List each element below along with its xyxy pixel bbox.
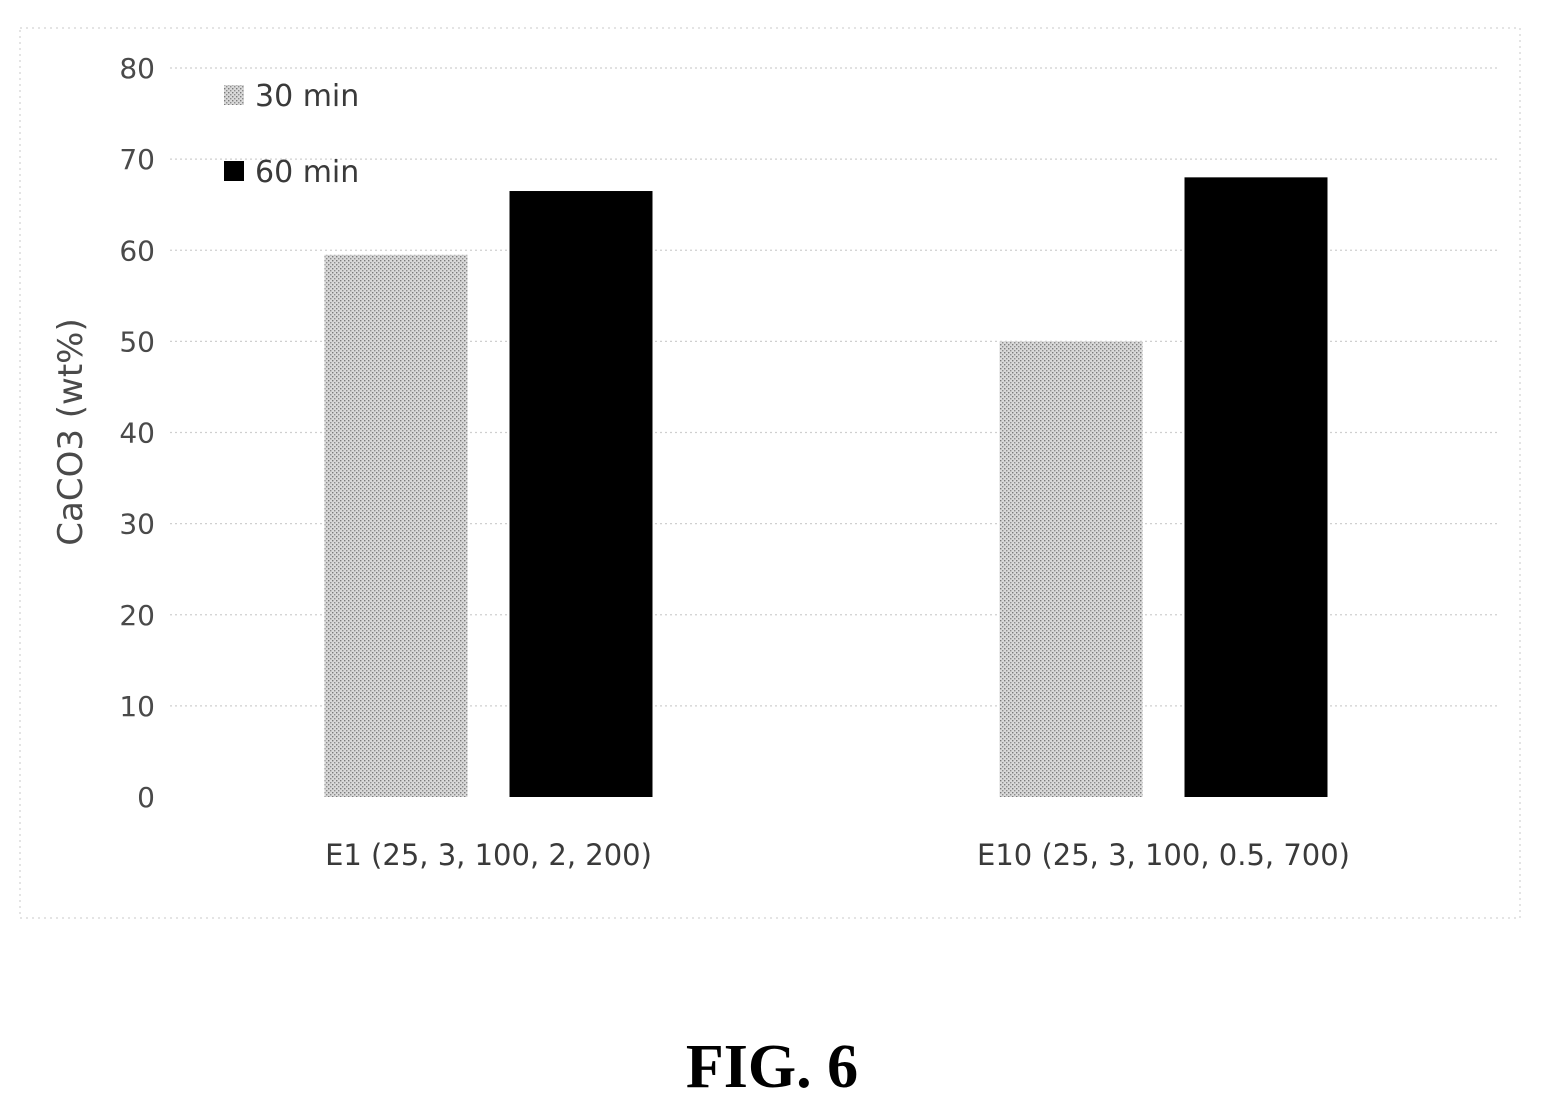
- bar-60-min-2: [1184, 177, 1328, 798]
- y-tick-label: 70: [119, 143, 155, 176]
- y-tick-label: 80: [119, 52, 155, 85]
- figure-caption: FIG. 6: [686, 1033, 858, 1101]
- bar-30-min-2: [999, 341, 1143, 797]
- y-tick-label: 40: [119, 417, 155, 450]
- y-tick-label: 20: [119, 599, 155, 632]
- y-tick-label: 30: [119, 508, 155, 541]
- y-tick-label: 10: [119, 690, 155, 723]
- y-axis-title: CaCO3 (wt%): [51, 318, 91, 546]
- legend-swatch: [224, 85, 244, 105]
- legend: 30 min 60 min: [224, 79, 359, 190]
- chart-frame: [19, 27, 1521, 919]
- y-tick-label: 50: [119, 325, 155, 358]
- bar-30-min-1: [324, 254, 468, 797]
- y-tick-label: 60: [119, 234, 155, 267]
- y-tick-label: 0: [137, 781, 155, 814]
- legend-label: 30 min: [255, 79, 359, 114]
- legend-label: 60 min: [255, 155, 359, 190]
- x-axis-category-labels: E1 (25, 3, 100, 2, 200) E10 (25, 3, 100, …: [325, 838, 1350, 872]
- bar-60-min-1: [509, 191, 653, 798]
- x-category-label: E10 (25, 3, 100, 0.5, 700): [977, 838, 1350, 872]
- legend-swatch: [224, 161, 244, 181]
- bars: [324, 177, 1328, 798]
- x-category-label: E1 (25, 3, 100, 2, 200): [325, 838, 652, 872]
- y-axis-ticks: 0 10 20 30 40 50 60 70 80: [119, 52, 155, 814]
